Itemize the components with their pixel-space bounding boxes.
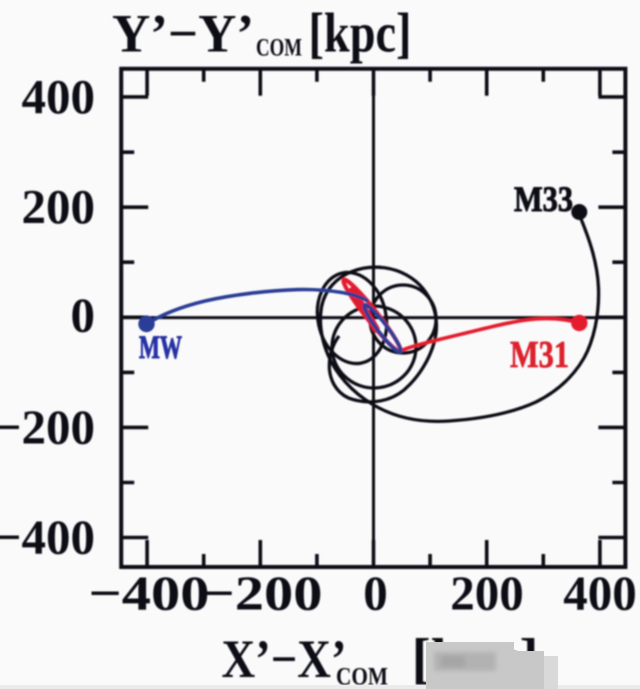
- svg-text:0: 0: [71, 287, 96, 342]
- svg-text:−200: −200: [0, 399, 95, 454]
- svg-text:400: 400: [563, 566, 637, 621]
- svg-text:200: 200: [450, 566, 524, 621]
- svg-text:−400: −400: [89, 566, 210, 621]
- svg-text:Y’−Y’: Y’−Y’: [112, 4, 254, 64]
- svg-text:COM: COM: [256, 35, 302, 62]
- svg-text:0: 0: [363, 566, 388, 621]
- svg-text:−400: −400: [0, 510, 95, 565]
- svg-text:400: 400: [22, 69, 96, 124]
- svg-text:X’−X’: X’−X’: [222, 629, 347, 689]
- svg-text:MW: MW: [139, 330, 182, 366]
- svg-text:M33: M33: [514, 179, 573, 219]
- svg-text:200: 200: [22, 179, 96, 234]
- svg-text:M31: M31: [510, 334, 569, 376]
- svg-text:−200: −200: [202, 566, 323, 621]
- svg-text:[kpc]: [kpc]: [309, 3, 412, 65]
- svg-text:COM: COM: [336, 664, 388, 689]
